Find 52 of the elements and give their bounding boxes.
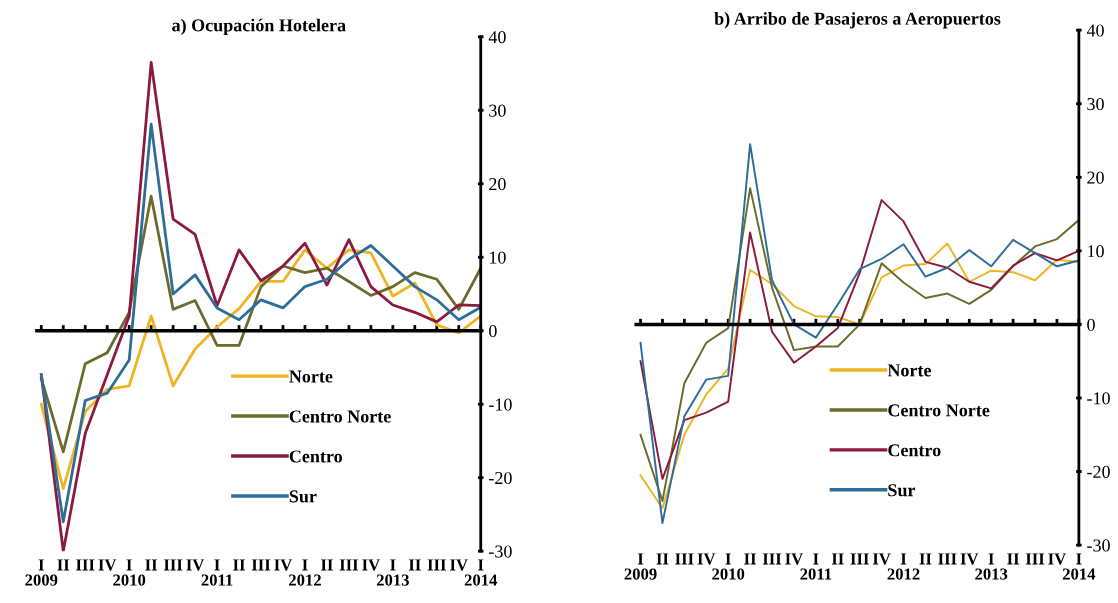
- y-tick-label: 30: [1087, 97, 1104, 111]
- x-tick-label: I 2009: [624, 553, 657, 580]
- x-tick-label: III: [76, 559, 95, 571]
- x-tick-label: III: [850, 553, 869, 565]
- y-tick-label: 10: [1088, 245, 1104, 258]
- x-tick-label: III: [251, 559, 271, 571]
- y-tick-label: 40: [488, 31, 506, 44]
- legend-label: Centro Norte: [888, 404, 990, 417]
- y-tick-label: -10: [1087, 392, 1110, 405]
- y-tick-label: 0: [1087, 318, 1095, 331]
- x-tick-label: II: [919, 553, 932, 565]
- legend-label: Sur: [289, 490, 317, 503]
- legend-label: Centro: [289, 450, 342, 463]
- line-series: [639, 143, 1079, 525]
- x-tick-label: II: [233, 559, 245, 571]
- x-tick-label: III: [1025, 553, 1045, 565]
- chart-title: a) Ocupación Hotelera: [172, 18, 346, 36]
- x-tick-label: II: [57, 559, 70, 571]
- legend-label: Centro Norte: [289, 410, 391, 423]
- y-tick-label: 20: [1087, 171, 1104, 184]
- y-tick-label: -10: [489, 398, 512, 411]
- x-tick-label: II: [408, 559, 421, 571]
- y-tick-label: -20: [489, 471, 512, 485]
- x-tick-label: III: [339, 559, 359, 571]
- y-tick-label: 20: [489, 178, 506, 191]
- line-series: [39, 61, 481, 552]
- chart-title: b) Arribo de Pasajeros a Aeropuertos: [714, 12, 1001, 29]
- x-tick-label: III: [938, 553, 957, 565]
- y-tick-label: 30: [489, 104, 506, 117]
- legend-label: Centro: [888, 444, 941, 457]
- y-tick-label: 0: [489, 324, 497, 338]
- y-tick-label: 10: [489, 251, 506, 264]
- x-tick-label: II: [145, 559, 158, 571]
- y-tick-label: 40: [1086, 24, 1104, 37]
- line-series: [39, 122, 481, 524]
- y-tick-label: -30: [1087, 539, 1110, 552]
- line-series: [639, 242, 1079, 510]
- y-tick-label: -20: [1087, 465, 1110, 478]
- x-tick-label: III: [762, 553, 782, 565]
- legend-label: Norte: [289, 370, 333, 383]
- x-tick-label: III: [163, 559, 183, 571]
- x-tick-label: III: [675, 553, 694, 565]
- x-tick-label: I 2009: [25, 559, 58, 586]
- x-tick-label: II: [744, 553, 757, 565]
- x-tick-label: II: [321, 559, 333, 571]
- legend-label: Norte: [887, 364, 932, 377]
- legend-label: Sur: [888, 484, 916, 497]
- y-tick-label: -30: [489, 545, 512, 558]
- x-tick-label: III: [427, 559, 446, 571]
- x-tick-label: II: [656, 553, 669, 565]
- x-tick-label: II: [1007, 553, 1020, 565]
- x-tick-label: II: [831, 553, 844, 565]
